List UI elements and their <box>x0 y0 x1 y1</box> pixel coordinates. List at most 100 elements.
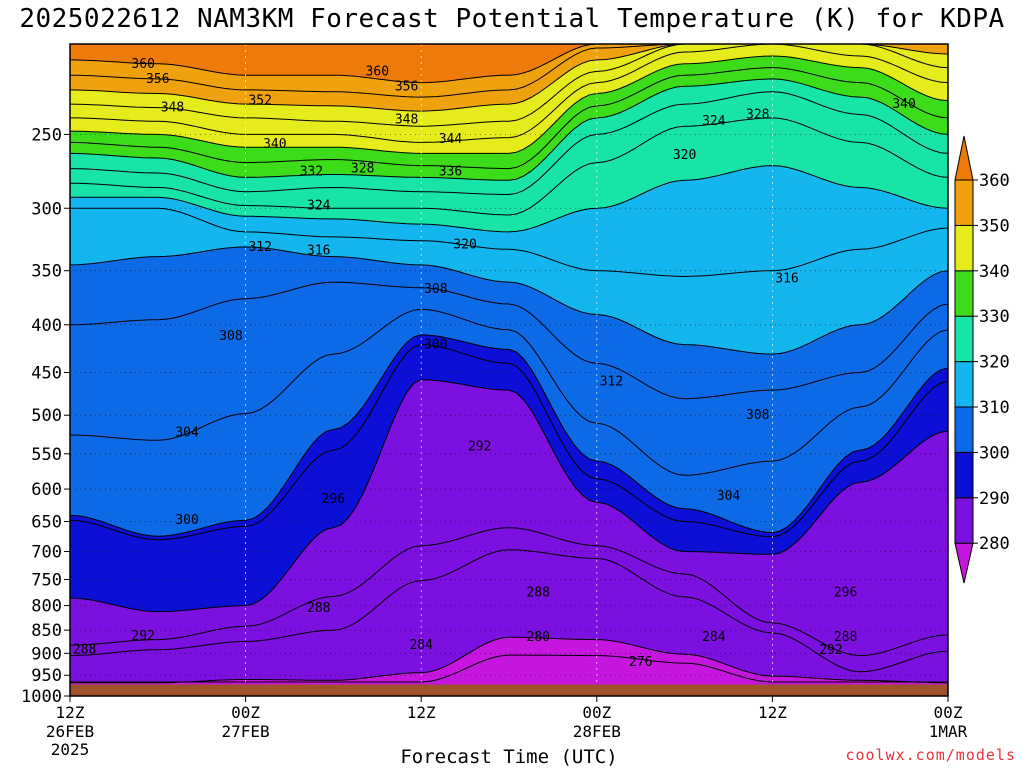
contour-label: 284 <box>409 638 433 653</box>
x-tick-date: 28FEB <box>573 722 621 741</box>
contour-label: 276 <box>629 655 652 670</box>
contour-label: 296 <box>834 586 857 601</box>
y-tick-label: 300 <box>31 199 62 219</box>
contour-label: 284 <box>702 630 726 645</box>
x-axis-title: Forecast Time (UTC) <box>400 746 617 768</box>
contour-label: 292 <box>468 439 491 454</box>
contour-label: 296 <box>322 492 345 507</box>
contour-label: 340 <box>263 137 286 152</box>
contour-label: 300 <box>175 513 198 528</box>
colorbar-label: 320 <box>979 353 1010 373</box>
contour-292 <box>70 379 948 613</box>
contour-344 <box>70 44 948 143</box>
contour-label: 316 <box>775 272 798 287</box>
contour-320 <box>70 165 948 233</box>
contour-label: 348 <box>395 113 418 128</box>
contour-label: 304 <box>175 426 199 441</box>
y-tick-label: 650 <box>31 512 62 532</box>
contour-label: 316 <box>307 244 330 259</box>
contour-label: 360 <box>366 64 389 79</box>
colorbar-segment <box>954 497 974 544</box>
contour-348 <box>70 44 948 127</box>
contour-288 <box>70 527 948 657</box>
contour-312 <box>70 246 948 355</box>
colorbar-segment <box>954 135 974 181</box>
contour-label: 344 <box>439 132 463 147</box>
colorbar-label: 290 <box>979 489 1010 509</box>
contour-label: 288 <box>307 601 330 616</box>
contour-336 <box>70 67 948 170</box>
colorbar-label: 350 <box>979 216 1010 236</box>
colorbar-segment <box>954 179 974 226</box>
contour-276 <box>70 654 948 683</box>
contour-316 <box>70 207 948 278</box>
colorbar-label: 360 <box>979 171 1010 191</box>
colorbar-segment <box>954 451 974 499</box>
y-tick-label: 250 <box>31 125 62 145</box>
contour-340 <box>70 55 948 154</box>
colorbar-label: 280 <box>979 534 1010 554</box>
contour-label: 320 <box>453 237 476 252</box>
contour-label: 340 <box>892 97 915 112</box>
y-axis: 250 300 350 400 450 500 550 600 650 700 750 800 850 9… <box>21 125 70 707</box>
contour-label: 288 <box>834 630 857 645</box>
x-tick-label: 00Z <box>231 703 260 722</box>
contour-308 <box>70 281 948 400</box>
contour-label: 288 <box>527 586 550 601</box>
contour-356 <box>70 44 948 98</box>
contour-label: 332 <box>300 165 323 180</box>
filled-temperature-bands <box>70 44 948 696</box>
x-tick-year: 2025 <box>51 740 90 759</box>
contour-304 <box>70 308 948 476</box>
colorbar-segment <box>954 361 974 408</box>
y-tick-label: 900 <box>31 644 62 664</box>
contour-296 <box>70 344 948 541</box>
x-tick-label: 12Z <box>758 703 787 722</box>
x-tick-label: 00Z <box>582 703 611 722</box>
y-tick-label: 800 <box>31 597 62 617</box>
x-tick-date: 1MAR <box>929 722 968 741</box>
band-360 <box>70 44 948 83</box>
contour-lines <box>70 44 948 684</box>
colorbar-label: 340 <box>979 262 1010 282</box>
colorbar-segment <box>954 315 974 363</box>
y-tick-label: 400 <box>31 316 62 336</box>
plot-frame <box>69 43 949 697</box>
y-tick-label: 600 <box>31 480 62 500</box>
contour-label: 336 <box>439 165 462 180</box>
y-tick-label: 700 <box>31 543 62 563</box>
colorbar-segment <box>954 406 974 453</box>
contour-label: 320 <box>673 148 696 163</box>
y-tick-label: 350 <box>31 262 62 282</box>
contour-328 <box>70 91 948 195</box>
grid-lines <box>70 44 948 696</box>
contour-label: 288 <box>73 643 96 658</box>
y-tick-label: 550 <box>31 445 62 465</box>
contour-label: 356 <box>395 79 418 94</box>
contour-label: 300 <box>424 338 447 353</box>
contour-label: 324 <box>702 114 726 129</box>
contour-label: 312 <box>600 374 623 389</box>
colorbar-label: 330 <box>979 307 1010 327</box>
colorbar-segment <box>954 270 974 317</box>
contour-280 <box>70 636 948 684</box>
ground-terrain <box>70 684 948 696</box>
contour-label: 328 <box>351 162 374 177</box>
credit-link[interactable]: coolwx.com/models <box>845 746 1016 764</box>
contour-324 <box>70 117 948 216</box>
colorbar-label: 300 <box>979 443 1010 463</box>
contour-label: 324 <box>307 199 331 214</box>
contour-284 <box>70 549 948 673</box>
contour-label: 348 <box>161 101 184 116</box>
contour-label: 308 <box>424 282 447 297</box>
y-tick-label: 500 <box>31 406 62 426</box>
y-tick-label: 850 <box>31 621 62 641</box>
contour-label: 292 <box>131 629 154 644</box>
x-tick-date: 27FEB <box>222 722 270 741</box>
contour-label: 304 <box>717 489 741 504</box>
contour-300 <box>70 334 948 537</box>
y-tick-label: 450 <box>31 364 62 384</box>
